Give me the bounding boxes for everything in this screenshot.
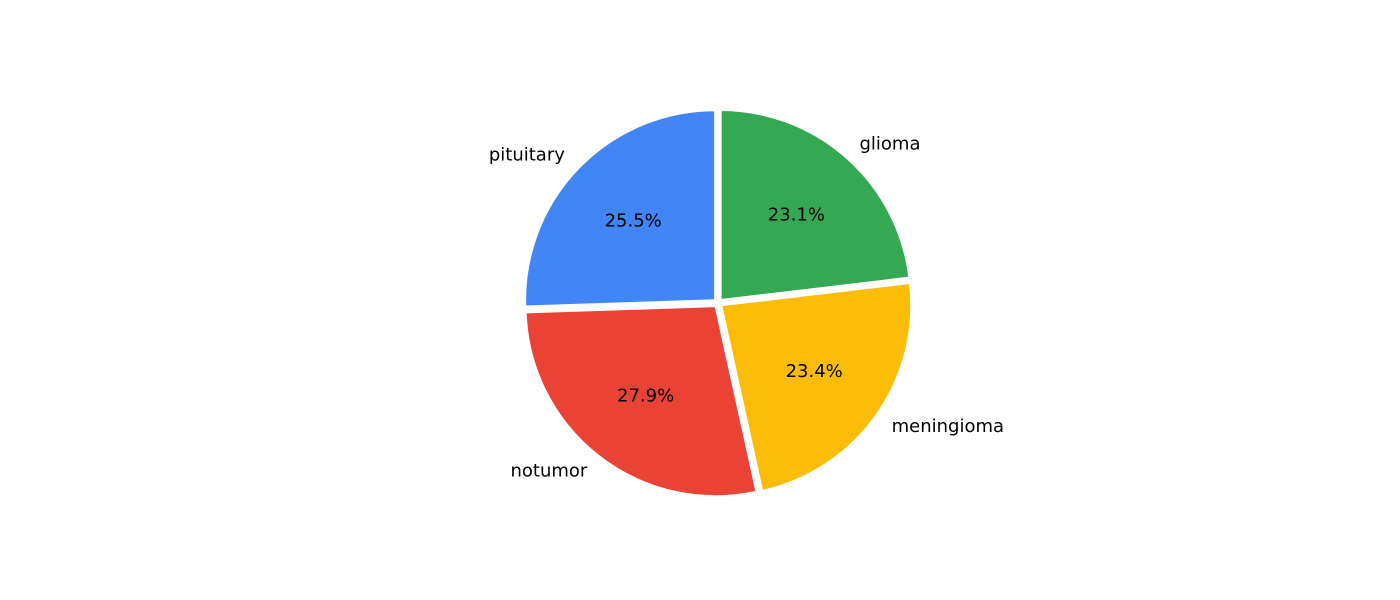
pie-slice-glioma (719, 109, 911, 302)
pie-category-label-pituitary: pituitary (489, 144, 565, 165)
pie-percent-label-meningioma: 23.4% (786, 361, 843, 382)
pie-category-label-notumor: notumor (510, 461, 587, 482)
pie-slices (524, 109, 913, 498)
pie-category-label-glioma: glioma (859, 133, 920, 154)
pie-slice-pituitary (524, 109, 717, 308)
pie-percent-label-notumor: 27.9% (617, 386, 674, 407)
pie-category-label-meningioma: meningioma (892, 416, 1004, 437)
pie-labels: 25.5% pituitary 27.9% notumor 23.4% meningiom… (489, 133, 1004, 481)
pie-slice-meningioma (720, 281, 913, 493)
pie-slice-notumor (524, 305, 758, 498)
pie-percent-label-glioma: 23.1% (768, 204, 825, 225)
pie-percent-label-pituitary: 25.5% (605, 210, 662, 231)
